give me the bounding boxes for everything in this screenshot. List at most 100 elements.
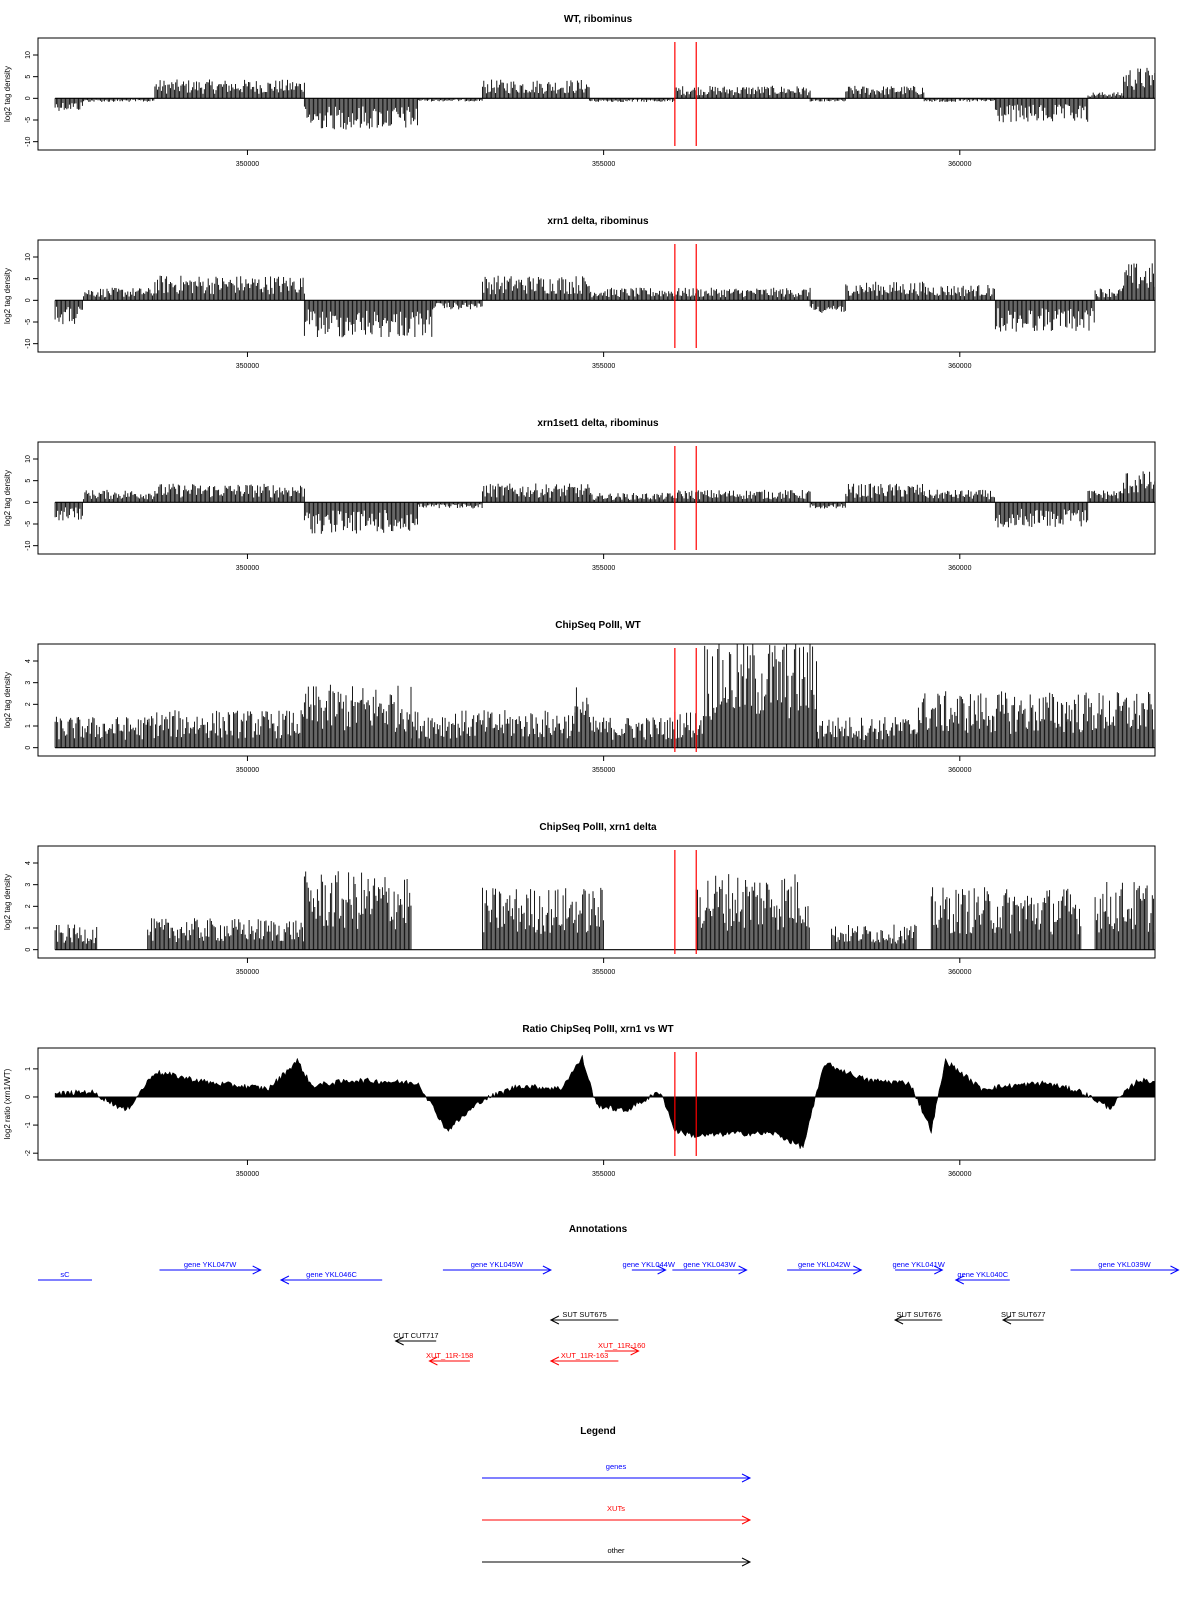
signal-segment [674,85,811,99]
y-tick-label: 2 [25,702,32,706]
x-tick-label: 360000 [948,565,971,572]
y-tick-label: 1 [25,1067,32,1071]
y-tick-label: -10 [25,339,32,349]
x-tick-label: 360000 [948,767,971,774]
signal-segment [482,275,590,301]
xut-feature-label: XUT_11R-163 [561,1351,608,1360]
y-tick-label: 0 [25,1095,32,1099]
track-panel-1: WT, ribominus log2 tag density -10 -5 0 5 10 35… [3,14,1156,168]
y-tick-label: 0 [25,96,32,100]
signal-segment [994,300,1095,332]
gene-feature-label: gene YKL046C [306,1270,357,1279]
signal-segment [930,887,1082,950]
signal-segment [994,502,1089,528]
x-tick-label: 355000 [592,565,615,572]
signal-segment [845,483,925,503]
gene-feature-label: sC [60,1270,70,1279]
arrow-right-icon [1170,1265,1180,1275]
signal-segment [303,684,412,748]
signal-segment [923,489,995,503]
signal-segment [674,287,811,301]
signal-segment [303,300,433,338]
arrow-right-icon [741,1557,752,1567]
signal-segment [417,98,483,102]
signal-segment [54,924,98,950]
x-tick-label: 360000 [948,1171,971,1178]
signal-segment [1087,490,1124,503]
y-tick-label: -10 [25,137,32,147]
other-feature-label: SUT SUT675 [562,1310,606,1319]
y-tick-label: 3 [25,883,32,887]
x-tick-label: 355000 [592,767,615,774]
y-tick-label: 1 [25,724,32,728]
y-tick-label: -5 [25,521,32,527]
arrow-left-icon [893,1315,904,1325]
y-tick-label: 2 [25,904,32,908]
signal-segment [831,924,917,950]
y-tick-label: 10 [25,455,32,463]
y-tick-label: -1 [25,1122,32,1128]
signal-segment [845,281,925,301]
gene-feature-label: gene YKL044W [623,1260,676,1269]
signal-segment [54,300,83,325]
y-tick-label: 0 [25,746,32,750]
signal-segment [588,492,675,503]
signal-segment [54,502,83,521]
y-tick-label: 0 [25,948,32,952]
signal-segment [410,710,576,748]
x-tick-label: 355000 [592,363,615,370]
gene-feature-label: gene YKL045W [471,1260,524,1269]
track-panel-5: ChipSeq PolII, xrn1 delta log2 tag densit… [3,822,1156,976]
arrow-left-icon [954,1275,965,1285]
signal-segment [1123,67,1155,99]
y-tick-label: 10 [25,51,32,59]
signal-segment [417,502,483,509]
x-tick-label: 355000 [592,969,615,976]
arrow-right-icon [738,1265,748,1275]
y-tick-label: -10 [25,541,32,551]
legend-title: Legend [580,1426,616,1437]
y-tick-label: 3 [25,681,32,685]
y-tick-label: -5 [25,117,32,123]
signal-segment [809,300,846,313]
legend-label: genes [606,1462,627,1471]
data-layer [54,67,1155,130]
y-tick-label: -5 [25,319,32,325]
gene-feature-label: gene YKL040C [957,1270,1008,1279]
arrow-left-icon [279,1275,290,1285]
y-tick-label: 4 [25,659,32,663]
signal-segment [154,275,305,301]
arrow-left-icon [549,1315,560,1325]
ratio-area [54,1054,1155,1150]
x-tick-label: 350000 [236,161,259,168]
other-feature-label: SUT SUT676 [896,1310,940,1319]
arrow-right-icon [542,1265,553,1275]
y-tick-label: -2 [25,1150,32,1156]
signal-segment [83,489,155,503]
gene-feature-label: gene YKL047W [184,1260,237,1269]
annotations-title: Annotations [569,1224,628,1235]
legend-label: other [607,1546,625,1555]
signal-segment [695,874,810,950]
plot-frame [37,1047,1156,1161]
x-tick-label: 360000 [948,363,971,370]
signal-segment [482,887,604,950]
y-axis-label: log2 tag density [3,470,12,526]
signal-segment [845,85,925,99]
signal-segment [916,691,1068,748]
track-panel-3: xrn1set1 delta, ribominus log2 tag densit… [3,418,1156,572]
arrow-right-icon [630,1346,640,1356]
y-tick-label: 10 [25,253,32,261]
data-layer [54,1054,1155,1150]
plot-frame [37,643,1156,757]
panel-title: xrn1set1 delta, ribominus [537,418,659,429]
x-tick-label: 355000 [592,161,615,168]
x-tick-label: 350000 [236,1171,259,1178]
y-tick-label: 0 [25,500,32,504]
arrow-left-icon [549,1356,560,1366]
arrow-right-icon [741,1515,752,1525]
signal-segment [147,710,305,748]
data-layer [54,471,1155,534]
